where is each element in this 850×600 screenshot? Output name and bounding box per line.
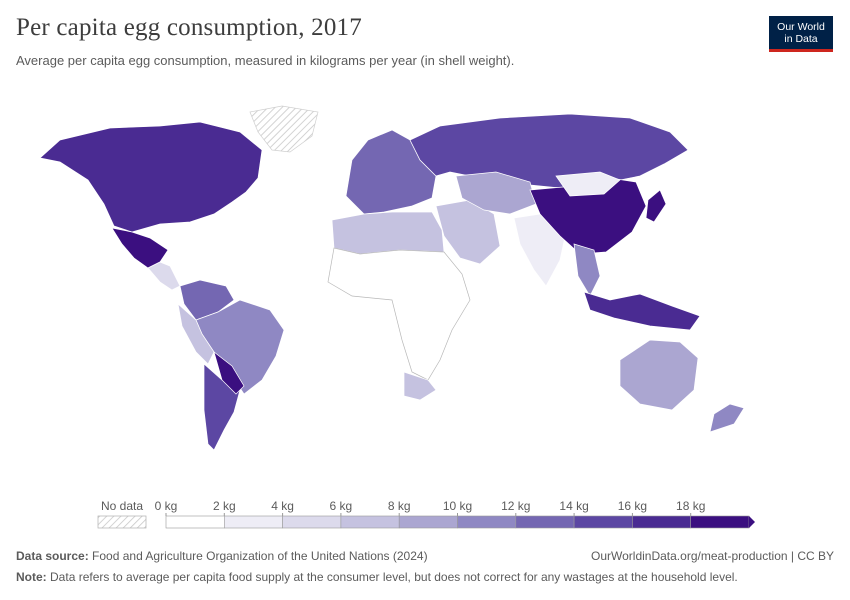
legend-bin-4[interactable] xyxy=(398,515,458,529)
country-peru-bolivia[interactable] xyxy=(177,303,215,365)
country-greenland[interactable] xyxy=(249,105,319,153)
legend-tick-label: 10 kg xyxy=(443,499,472,513)
logo-line-1: Our World xyxy=(777,21,825,33)
country-malaysia-indonesia[interactable] xyxy=(583,291,701,331)
legend-tick-label: 8 kg xyxy=(388,499,411,513)
country-russia[interactable] xyxy=(409,113,689,189)
legend-tick-label: 14 kg xyxy=(559,499,588,513)
country-new-zealand[interactable] xyxy=(709,403,745,433)
source-label: Data source: xyxy=(16,549,89,563)
country-south-africa[interactable] xyxy=(403,371,437,401)
chart-note: Note: Data refers to average per capita … xyxy=(16,570,738,584)
logo-line-2: in Data xyxy=(784,33,818,45)
country-canada-usa[interactable] xyxy=(39,121,263,233)
country-southeast-asia[interactable] xyxy=(573,243,601,297)
data-source: Data source: Food and Agriculture Organi… xyxy=(16,549,428,563)
country-sub-saharan-africa[interactable] xyxy=(327,247,471,381)
legend-tick-label: 12 kg xyxy=(501,499,530,513)
legend-no-data-swatch xyxy=(97,515,147,529)
country-central-asia[interactable] xyxy=(455,171,537,215)
owid-logo[interactable]: Our World in Data xyxy=(769,16,833,52)
note-text: Data refers to average per capita food s… xyxy=(50,570,738,584)
legend-bin-9[interactable] xyxy=(690,515,750,529)
chart-title: Per capita egg consumption, 2017 xyxy=(16,14,362,41)
legend-bin-0[interactable] xyxy=(165,515,225,529)
legend-bin-2[interactable] xyxy=(282,515,342,529)
country-australia[interactable] xyxy=(619,339,699,411)
legend-no-data-label: No data xyxy=(101,499,143,513)
legend-tick-label: 4 kg xyxy=(271,499,294,513)
source-text: Food and Agriculture Organization of the… xyxy=(92,549,428,563)
legend-bin-7[interactable] xyxy=(573,515,633,529)
legend-tick-label: 6 kg xyxy=(330,499,353,513)
legend-bin-8[interactable] xyxy=(632,515,692,529)
legend-tick-label: 2 kg xyxy=(213,499,236,513)
legend-bin-6[interactable] xyxy=(515,515,575,529)
country-paraguay[interactable] xyxy=(213,351,245,395)
note-label: Note: xyxy=(16,570,47,584)
legend-tick-label: 18 kg xyxy=(676,499,705,513)
chart-subtitle: Average per capita egg consumption, meas… xyxy=(16,53,515,68)
source-url-link[interactable]: OurWorldinData.org/meat-production | CC … xyxy=(591,549,834,563)
legend-tick-label: 0 kg xyxy=(155,499,178,513)
country-colombia-venezuela[interactable] xyxy=(179,279,235,321)
legend-bin-1[interactable] xyxy=(224,515,283,529)
legend-arrow-icon xyxy=(749,516,755,528)
legend-tick-label: 16 kg xyxy=(618,499,647,513)
legend-bin-5[interactable] xyxy=(457,515,517,529)
legend-bin-3[interactable] xyxy=(340,515,400,529)
country-mongolia[interactable] xyxy=(555,171,621,197)
country-japan[interactable] xyxy=(645,189,667,223)
